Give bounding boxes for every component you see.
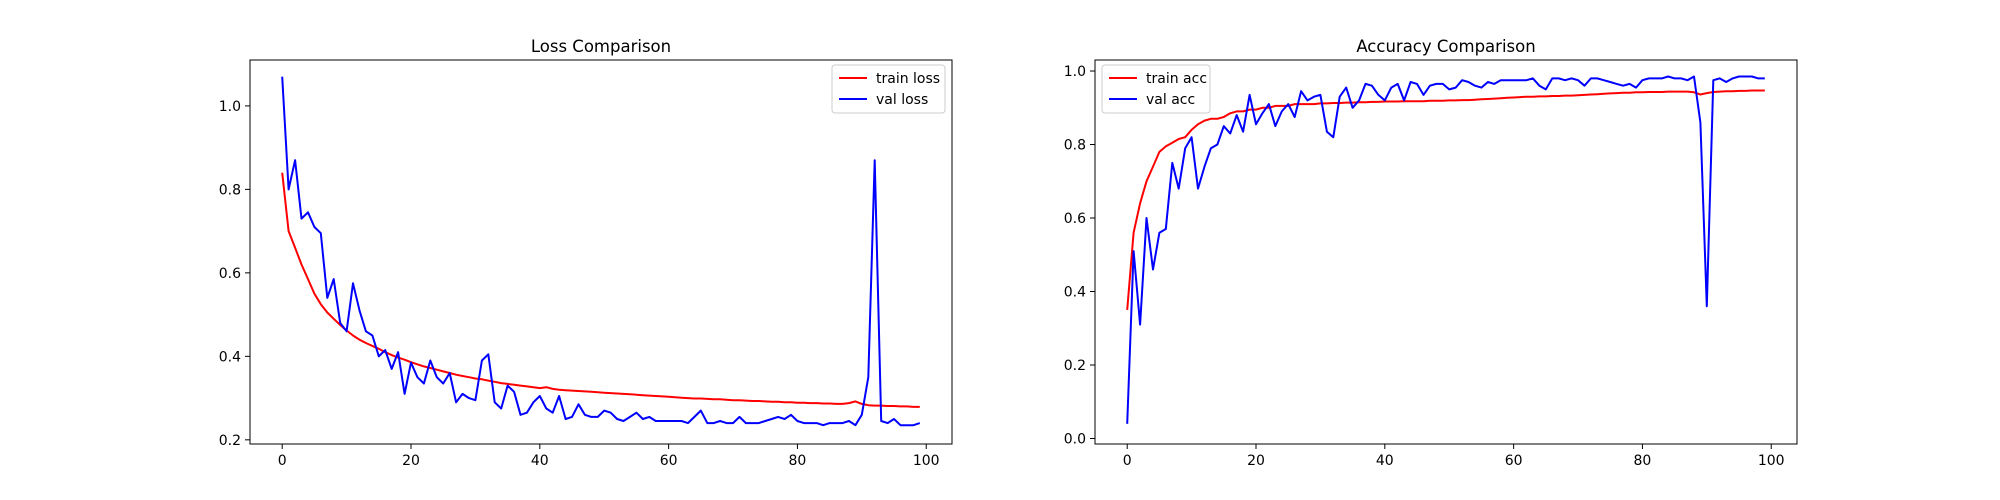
y-tick-label: 0.6	[1064, 211, 1086, 227]
x-tick-label: 100	[913, 453, 940, 469]
y-tick-label: 0.2	[219, 433, 241, 449]
y-axis: 0.0 0.2 0.4 0.6 0.8 1.0	[1064, 64, 1095, 447]
x-tick-label: 20	[402, 453, 420, 469]
x-tick-label: 80	[789, 453, 807, 469]
y-tick-label: 0.6	[219, 266, 241, 282]
y-tick-label: 1.0	[1064, 64, 1086, 80]
x-tick-label: 0	[1123, 453, 1132, 469]
y-tick-label: 1.0	[219, 99, 241, 115]
y-axis: 0.2 0.4 0.6 0.8 1.0	[219, 99, 250, 449]
x-tick-label: 0	[278, 453, 287, 469]
series-line-val-acc	[1126, 75, 1765, 424]
x-tick-label: 60	[1505, 453, 1523, 469]
x-axis: 0 20 40 60 80 100	[278, 444, 940, 469]
legend: train acc val acc	[1101, 64, 1211, 114]
loss-comparison-chart: Loss Comparison 0 20 40 60 80 100 0.20.40.60.…	[219, 37, 953, 469]
series-line-train-acc	[1126, 89, 1765, 310]
x-tick-label: 80	[1634, 453, 1652, 469]
x-tick-label: 100	[1758, 453, 1785, 469]
axes-frame	[1094, 59, 1798, 445]
y-tick-label: 0.4	[1064, 285, 1086, 301]
x-tick-label: 40	[1376, 453, 1394, 469]
y-tick-label: 0.4	[219, 349, 241, 365]
chart-title: Accuracy Comparison	[1356, 37, 1535, 56]
x-tick-label: 20	[1247, 453, 1265, 469]
legend-label-val-acc: val acc	[1146, 92, 1195, 108]
series-line-train-loss	[281, 172, 920, 408]
accuracy-comparison-chart: Accuracy Comparison 0 20 40 60 80 100 0.00.20…	[1064, 37, 1798, 469]
legend-label-val-loss: val loss	[876, 92, 928, 108]
series-layer	[1126, 75, 1765, 424]
y-tick-label: 0.8	[219, 182, 241, 198]
chart-title: Loss Comparison	[531, 37, 671, 56]
series-layer	[281, 76, 921, 427]
legend-label-train-acc: train acc	[1146, 71, 1207, 87]
x-axis: 0 20 40 60 80 100	[1123, 444, 1785, 469]
y-tick-label: 0.2	[1064, 358, 1086, 374]
legend-label-train-loss: train loss	[876, 71, 940, 87]
x-tick-label: 60	[660, 453, 678, 469]
series-line-val-loss	[281, 76, 921, 427]
axes-frame	[249, 59, 953, 445]
legend: train loss val loss	[831, 64, 946, 114]
y-tick-label: 0.0	[1064, 431, 1086, 447]
y-tick-label: 0.8	[1064, 138, 1086, 154]
x-tick-label: 40	[531, 453, 549, 469]
